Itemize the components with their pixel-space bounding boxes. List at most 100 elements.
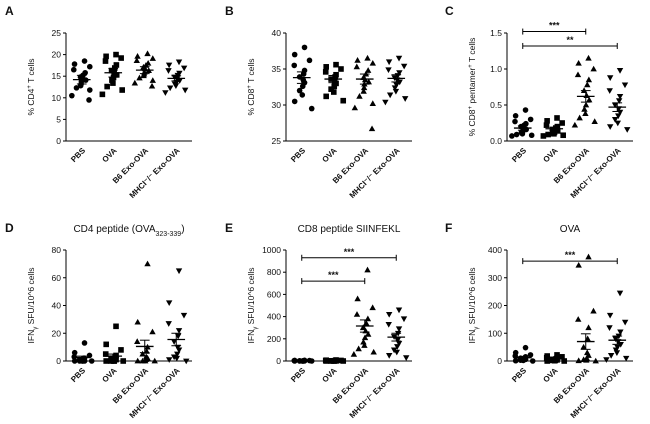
data-point — [330, 89, 337, 95]
data-point — [385, 59, 393, 66]
data-point — [574, 71, 582, 78]
data-point — [606, 124, 614, 130]
data-point — [172, 83, 180, 90]
data-point — [144, 260, 151, 267]
y-tick-label: 1.0 — [490, 64, 502, 74]
data-point — [591, 118, 598, 124]
y-tick-label: 0.0 — [490, 136, 502, 146]
data-point — [69, 92, 75, 99]
panel-letter: A — [5, 4, 14, 18]
data-point — [403, 355, 410, 361]
series-group — [131, 50, 156, 89]
data-point — [70, 66, 77, 73]
data-point — [395, 307, 403, 314]
data-point — [571, 121, 579, 128]
panel-e: E CD8 peptide SIINFEKL 0 200 400 600 800 1000 IF… — [225, 221, 412, 420]
y-axis-label: IFNγ SFU/10^6 cells — [26, 268, 39, 344]
data-point — [291, 98, 298, 105]
data-point — [540, 133, 547, 139]
data-point — [71, 61, 78, 67]
significance-label: ** — [566, 35, 574, 45]
data-point — [162, 90, 169, 96]
data-point — [522, 344, 529, 351]
series-group — [385, 307, 410, 361]
data-point — [113, 72, 120, 78]
data-point — [582, 110, 589, 117]
x-category-label: PBS — [289, 366, 307, 384]
data-point — [559, 120, 565, 126]
y-tick-label: 0 — [56, 136, 61, 146]
x-category-label: PBS — [289, 146, 307, 164]
data-point — [148, 82, 156, 89]
panel-title: OVA — [560, 224, 581, 235]
data-point — [86, 87, 93, 93]
data-point — [353, 63, 360, 70]
series-group — [322, 357, 347, 364]
data-point — [113, 51, 119, 58]
data-point — [134, 318, 141, 325]
y-tick-label: 40 — [272, 28, 282, 38]
data-point — [554, 128, 561, 134]
y-tick-label: 200 — [267, 334, 281, 344]
data-point — [396, 70, 403, 76]
y-tick-label: 35 — [272, 64, 282, 74]
x-category-label: PBS — [510, 366, 528, 384]
data-point — [590, 65, 597, 72]
series-group — [99, 51, 125, 98]
x-category-label: PBS — [69, 366, 87, 384]
data-point — [175, 268, 183, 275]
data-point — [513, 131, 520, 138]
data-point — [575, 261, 582, 268]
data-point — [103, 341, 109, 348]
data-point — [81, 340, 88, 346]
data-point — [134, 338, 141, 344]
data-point — [142, 357, 149, 364]
y-tick-label: 20 — [52, 50, 62, 60]
x-category-label: OVA — [100, 146, 118, 164]
data-point — [512, 118, 518, 125]
data-point — [102, 351, 109, 357]
panel-letter: F — [445, 221, 452, 235]
data-point — [364, 54, 371, 61]
y-tick-label: 400 — [488, 245, 502, 255]
data-point — [365, 78, 372, 85]
data-point — [170, 339, 178, 345]
y-tick-label: 5 — [56, 114, 61, 124]
data-point — [575, 316, 582, 322]
data-point — [583, 356, 590, 363]
data-point — [586, 96, 593, 103]
y-tick-label: 200 — [488, 301, 502, 311]
data-point — [165, 357, 173, 363]
series-group — [162, 59, 189, 96]
x-category-label: PBS — [510, 146, 528, 164]
data-point — [560, 132, 566, 139]
data-point — [512, 357, 519, 364]
data-point — [368, 125, 376, 132]
series-group — [543, 352, 568, 364]
data-point — [133, 57, 140, 64]
data-point — [175, 347, 183, 354]
data-point — [575, 357, 582, 364]
data-point — [580, 343, 587, 350]
data-point — [118, 55, 124, 61]
data-point — [611, 102, 619, 109]
data-point — [151, 357, 158, 364]
data-point — [120, 358, 127, 364]
y-tick-label: 0 — [276, 356, 281, 366]
y-tick-label: 0.5 — [490, 100, 502, 110]
panel-d: D CD4 peptide (OVA323-339) 0 20 40 60 80 IFNγ S… — [5, 221, 192, 420]
y-tick-label: 600 — [267, 289, 281, 299]
data-point — [71, 349, 78, 356]
data-point — [306, 57, 313, 64]
data-point — [394, 344, 401, 350]
data-point — [393, 82, 400, 89]
series-group — [102, 323, 127, 364]
data-point — [360, 88, 367, 94]
panel-letter: C — [445, 4, 454, 18]
series-group — [571, 54, 598, 128]
y-axis-label: % CD8+ T cells — [246, 58, 256, 115]
data-point — [385, 67, 392, 74]
data-point — [183, 358, 190, 365]
